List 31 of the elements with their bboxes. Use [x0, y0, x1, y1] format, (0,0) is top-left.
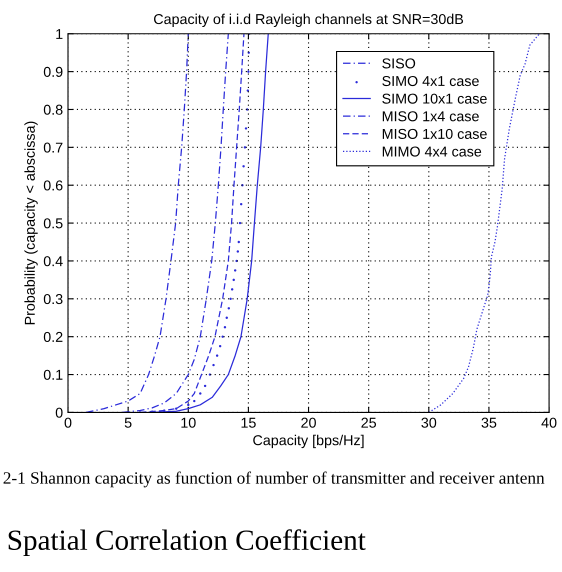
- legend-label: MISO 1x4 case: [382, 111, 479, 122]
- legend-label: MISO 1x10 case: [382, 128, 487, 139]
- x-tick-label: 15: [242, 418, 256, 428]
- y-tick-label: 0.7: [44, 142, 62, 153]
- x-tick-label: 35: [482, 418, 496, 428]
- y-tick-label: 0.5: [44, 218, 63, 228]
- y-tick-label: 0.3: [44, 294, 63, 304]
- y-tick-label: 0.6: [44, 180, 63, 191]
- legend-label: SISO: [382, 58, 416, 68]
- text: 2-1 Shannon capacity as function of number of transmitter and receiver antenn: [4, 472, 544, 488]
- y-tick-label: 0.9: [44, 66, 62, 77]
- x-tick-label: 5: [124, 418, 132, 428]
- y-tick-label: 0.2: [44, 332, 62, 342]
- legend-label: SIMO 4x1 case: [382, 76, 479, 86]
- x-tick-label: 10: [181, 418, 196, 428]
- x-tick-label: 25: [361, 418, 376, 428]
- y-tick-label: 1: [56, 29, 62, 39]
- x-tick-label: 0: [64, 418, 72, 428]
- legend-label: MIMO 4x4 case: [382, 146, 482, 157]
- y-tick-label: 0.4: [44, 256, 63, 266]
- chart-title: Capacity of i.i.d Rayleigh channels at SNR=30dB: [154, 14, 464, 27]
- text: Spatial Correlation Coefficient: [8, 529, 366, 556]
- legend-label: SIMO 10x1 case: [382, 94, 487, 104]
- y-tick-label: 0.1: [44, 370, 62, 380]
- y-tick-label: 0.8: [44, 104, 63, 115]
- x-tick-label: 40: [541, 418, 556, 428]
- x-tick-label: 20: [301, 418, 316, 428]
- x-tick-label: 30: [421, 418, 436, 428]
- y-tick-label: 0: [56, 408, 63, 418]
- y-axis-title: Probability (capacity < abscissa): [24, 122, 38, 324]
- x-axis-title: Capacity [bps/Hz]: [253, 434, 364, 448]
